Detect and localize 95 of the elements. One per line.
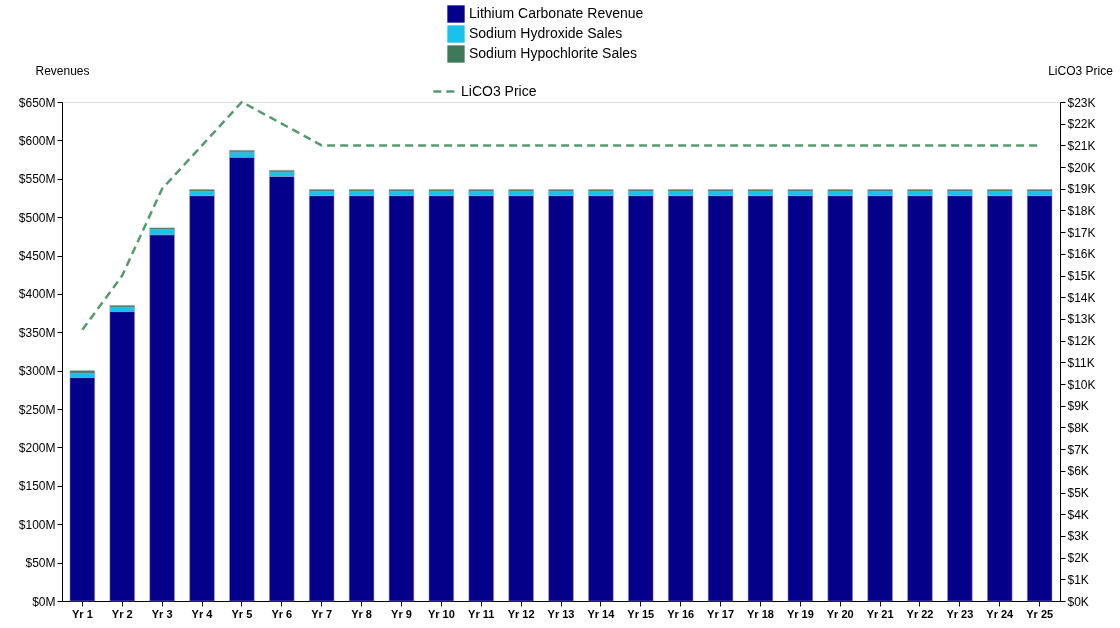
x-tick-label: Yr 23: [946, 607, 974, 620]
y-tick-label: $150M: [18, 479, 56, 494]
x-tick-label: Yr 19: [786, 607, 814, 620]
x-tick-label: Yr 24: [986, 607, 1015, 620]
y2-tick-label: $22K: [1067, 117, 1096, 132]
bar: [428, 195, 454, 602]
legend-label: Sodium Hydroxide Sales: [469, 25, 623, 41]
bar: [668, 195, 694, 602]
y2-tick-label: $5K: [1067, 486, 1089, 501]
bar: [827, 195, 853, 602]
bar: [628, 195, 654, 602]
y2-tick-label: $1K: [1067, 572, 1089, 587]
bar: [947, 195, 973, 602]
y2-tick-label: $3K: [1067, 529, 1089, 544]
y-tick-label: $650M: [18, 95, 56, 110]
x-tick-label: Yr 6: [271, 607, 293, 620]
y-tick-label: $450M: [18, 249, 56, 264]
x-tick-label: Yr 22: [906, 607, 934, 620]
y-tick-label: $200M: [18, 440, 56, 455]
bar: [468, 195, 494, 602]
y2-axis-title: LiCO3 Price: [1048, 63, 1114, 78]
x-tick-label: Yr 8: [351, 607, 372, 620]
x-tick-label: Yr 1: [71, 607, 93, 620]
x-tick-label: Yr 7: [311, 607, 333, 620]
x-tick-label: Yr 20: [826, 607, 854, 620]
bar: [229, 157, 255, 602]
y2-tick-label: $12K: [1067, 334, 1096, 349]
x-tick-label: Yr 16: [667, 607, 695, 620]
x-tick-label: Yr 2: [111, 607, 133, 620]
y-tick-label: $600M: [18, 133, 56, 148]
bar: [747, 195, 774, 602]
bar: [348, 195, 375, 602]
bar: [309, 195, 335, 602]
bar: [707, 195, 734, 602]
bar: [1027, 195, 1053, 602]
x-tick-label: Yr 11: [468, 607, 495, 620]
bar: [787, 195, 813, 602]
bar: [588, 195, 614, 602]
y2-tick-label: $15K: [1067, 269, 1096, 284]
y-tick-label: $400M: [18, 287, 56, 302]
y-tick-label: $50M: [25, 556, 56, 571]
y2-tick-label: $20K: [1067, 160, 1096, 175]
bar: [109, 311, 135, 602]
x-tick-label: Yr 14: [587, 607, 616, 620]
legend-label: Lithium Carbonate Revenue: [469, 5, 644, 21]
x-tick-label: Yr 21: [866, 607, 894, 620]
bar: [269, 176, 295, 602]
y2-tick-label: $0K: [1067, 594, 1089, 609]
y2-tick-label: $17K: [1067, 225, 1096, 240]
x-tick-label: Yr 9: [391, 607, 412, 620]
y2-tick-label: $16K: [1067, 247, 1096, 262]
y2-tick-label: $19K: [1067, 182, 1096, 197]
y-tick-label: $250M: [18, 402, 56, 417]
x-tick-label: Yr 4: [191, 607, 214, 620]
legend-label: LiCO3 Price: [461, 82, 537, 99]
y2-tick-label: $6K: [1067, 464, 1089, 479]
x-tick-label: Yr 13: [547, 607, 575, 620]
x-tick-label: Yr 15: [627, 607, 655, 620]
x-tick-label: Yr 12: [507, 607, 535, 620]
y2-tick-label: $21K: [1067, 138, 1096, 153]
bar: [987, 195, 1013, 602]
y2-tick-label: $8K: [1067, 420, 1089, 435]
y-tick-label: $350M: [18, 325, 56, 340]
x-tick-label: Yr 18: [746, 607, 774, 620]
bar: [867, 195, 893, 602]
bar: [907, 195, 933, 602]
x-tick-label: Yr 10: [427, 607, 455, 620]
bar: [69, 377, 95, 602]
x-tick-label: Yr 3: [151, 607, 173, 620]
bar: [69, 370, 95, 374]
x-tick-label: Yr 5: [231, 607, 253, 620]
y-tick-label: $300M: [18, 364, 56, 379]
y2-tick-label: $2K: [1067, 551, 1089, 566]
y-tick-label: $0M: [32, 594, 56, 609]
y2-tick-label: $14K: [1067, 290, 1096, 305]
y2-tick-label: $4K: [1067, 507, 1089, 522]
y-tick-label: $550M: [18, 172, 56, 187]
legend-label: Sodium Hypochlorite Sales: [469, 45, 638, 61]
y-tick-label: $500M: [18, 210, 56, 225]
y2-tick-label: $18K: [1067, 203, 1096, 218]
y2-tick-label: $23K: [1067, 95, 1096, 110]
x-tick-label: Yr 25: [1026, 607, 1054, 620]
y2-tick-label: $11K: [1067, 355, 1095, 370]
x-tick-label: Yr 17: [707, 607, 735, 620]
bar: [189, 195, 215, 602]
y-tick-label: $100M: [18, 517, 56, 532]
y-axis-title: Revenues: [35, 63, 90, 78]
y2-tick-label: $7K: [1067, 442, 1089, 457]
bar: [149, 234, 175, 602]
bar: [508, 195, 534, 602]
bar: [548, 195, 574, 602]
bar: [388, 195, 415, 602]
y2-tick-label: $9K: [1067, 399, 1089, 414]
y2-tick-label: $13K: [1067, 312, 1096, 327]
y2-tick-label: $10K: [1067, 377, 1096, 392]
